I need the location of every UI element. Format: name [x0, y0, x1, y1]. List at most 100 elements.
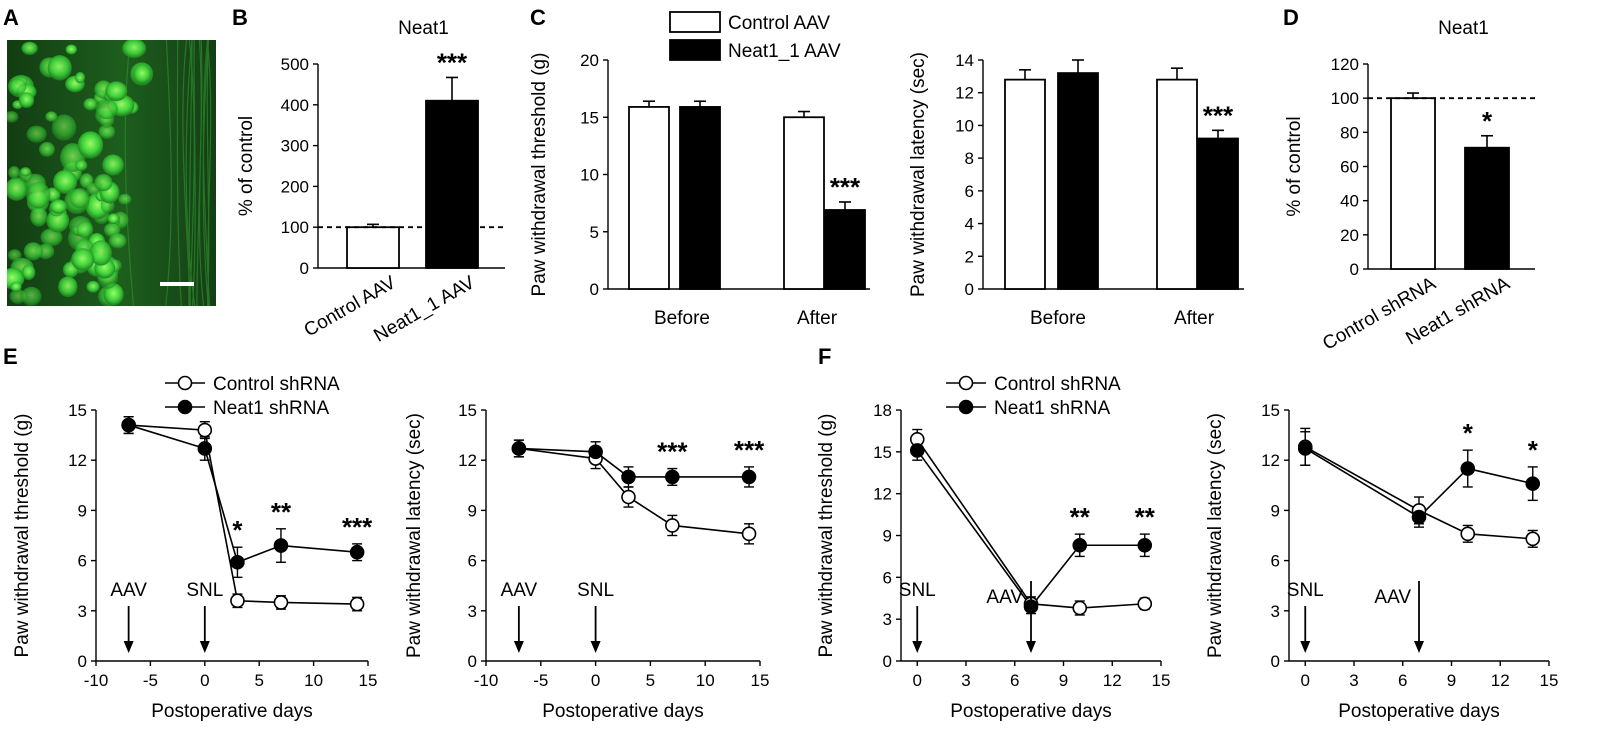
y-tick-label: 3: [883, 610, 892, 629]
data-point-neat1: [1137, 537, 1153, 553]
y-tick-label: 3: [1271, 602, 1280, 621]
data-point-neat1: [349, 544, 365, 560]
nerve-fiber: [124, 40, 135, 306]
chart-f2: 0 3 6 9 12 15 Paw withdrawal latency (sec) 0 3 6 9…: [1205, 401, 1558, 722]
data-point-control: [1137, 596, 1153, 612]
arrow-head: [1026, 641, 1036, 653]
y-tick-label: 9: [883, 527, 892, 546]
x-tick-label: 12: [1491, 671, 1510, 690]
data-point-neat1: [665, 469, 680, 485]
neuron-cell: [58, 276, 78, 298]
y-tick-label: 15: [1261, 401, 1280, 420]
nerve-fiber: [185, 40, 196, 306]
scale-bar: [160, 282, 194, 286]
y-tick-label: 6: [468, 552, 477, 571]
data-point-neat1: [197, 441, 213, 456]
x-tick-label: -10: [474, 671, 499, 690]
significance-marker: *: [232, 515, 243, 545]
neuron-cell: [49, 199, 68, 214]
data-point-neat1: [588, 444, 603, 460]
legend-c: Control AAV Neat1_1 AAV: [669, 11, 841, 62]
neuron-cell: [21, 286, 42, 306]
bar-control: [1156, 78, 1198, 290]
data-point-neat1: [621, 469, 636, 485]
data-point-neat1: [511, 441, 527, 456]
annotation-aav: AAV: [986, 587, 1023, 608]
data-point-neat1: [909, 443, 925, 458]
significance-marker: ***: [342, 512, 373, 542]
chart-c1: 0 5 10 15 20 Paw withdrawal threshold (g) Befo…: [529, 51, 870, 329]
y-axis-label: Paw withdrawal latency (sec): [404, 413, 425, 658]
y-axis-label: % of control: [236, 116, 257, 216]
arrow-head: [1300, 641, 1311, 653]
data-point-neat1: [1460, 461, 1476, 476]
nerve-fiber: [182, 40, 192, 306]
y-tick-label: 12: [955, 84, 974, 103]
annotation-snl: SNL: [1287, 580, 1324, 601]
legend-marker-neat1: [958, 399, 974, 415]
y-tick-label: 12: [458, 451, 477, 470]
x-tick-label: 5: [254, 671, 263, 690]
data-point-control: [621, 489, 636, 505]
y-tick-label: 15: [873, 443, 892, 462]
data-point-control: [741, 526, 757, 542]
data-point-control: [1072, 600, 1088, 616]
neuron-cell: [8, 165, 21, 180]
legend: Control shRNA Neat1 shRNA: [946, 374, 1121, 419]
x-tick-label: 0: [1301, 671, 1310, 690]
y-tick-label: 15: [68, 401, 87, 420]
neuron-cell: [76, 221, 94, 239]
y-tick-label: 5: [590, 223, 599, 242]
neuron-cell: [65, 44, 78, 55]
y-tick-label: 10: [580, 166, 599, 185]
x-tick-label: 15: [359, 671, 378, 690]
x-tick-label: 6: [1398, 671, 1407, 690]
x-category-label: Before: [654, 308, 710, 329]
neuron-cell: [23, 242, 43, 261]
series-line-control: [128, 424, 358, 605]
chart-f1: 0 3 6 9 12 15 18 Paw withdrawal threshold (g) 0 3…: [816, 374, 1170, 722]
y-tick-label: 15: [458, 401, 477, 420]
chart-e2: 0 3 6 9 12 15 Paw withdrawal latency (sec) -10 -…: [404, 401, 769, 722]
annotation-snl: SNL: [577, 580, 614, 601]
x-axis-label: Postoperative days: [1338, 701, 1500, 722]
x-axis-label: Postoperative days: [950, 701, 1112, 722]
legend-marker-control: [177, 375, 193, 391]
significance-marker: ***: [830, 172, 861, 202]
neuron-cell: [21, 41, 38, 55]
series-line-control: [916, 438, 1145, 609]
y-tick-label: 9: [468, 501, 477, 520]
arrow-head: [123, 641, 134, 653]
significance-marker: **: [271, 497, 292, 527]
bar-treatment: [1464, 146, 1510, 270]
data-point-neat1: [1072, 537, 1088, 553]
y-axis-label: Paw withdrawal latency (sec): [1205, 413, 1226, 658]
significance-marker: *: [1482, 106, 1493, 136]
data-point-control: [1460, 526, 1476, 542]
neuron-cell: [7, 111, 19, 123]
y-tick-label: 20: [1340, 226, 1359, 245]
y-tick-label: 6: [965, 182, 974, 201]
series-line-neat1: [916, 449, 1145, 608]
neuron-cell: [26, 125, 47, 143]
y-tick-label: 15: [580, 108, 599, 127]
y-tick-label: 6: [78, 552, 87, 571]
legend-swatch-treatment: [669, 39, 721, 61]
significance-marker: **: [1135, 502, 1156, 532]
series-line-neat1: [1304, 447, 1533, 519]
legend-label: Neat1_1 AAV: [728, 41, 841, 62]
neuron-cell: [94, 174, 113, 192]
x-tick-label: 0: [200, 671, 209, 690]
bar-control: [628, 106, 670, 290]
neuron-cell: [86, 280, 100, 293]
nerve-fiber: [191, 40, 196, 306]
data-point-control: [1525, 531, 1541, 547]
y-tick-label: 100: [281, 218, 309, 237]
y-axis-label: Paw withdrawal threshold (g): [12, 414, 33, 658]
legend-marker-control: [958, 375, 974, 391]
panel-label-a: A: [3, 5, 19, 30]
bar-control: [346, 226, 400, 269]
bar-control: [1004, 78, 1046, 290]
data-point-neat1: [741, 469, 757, 485]
